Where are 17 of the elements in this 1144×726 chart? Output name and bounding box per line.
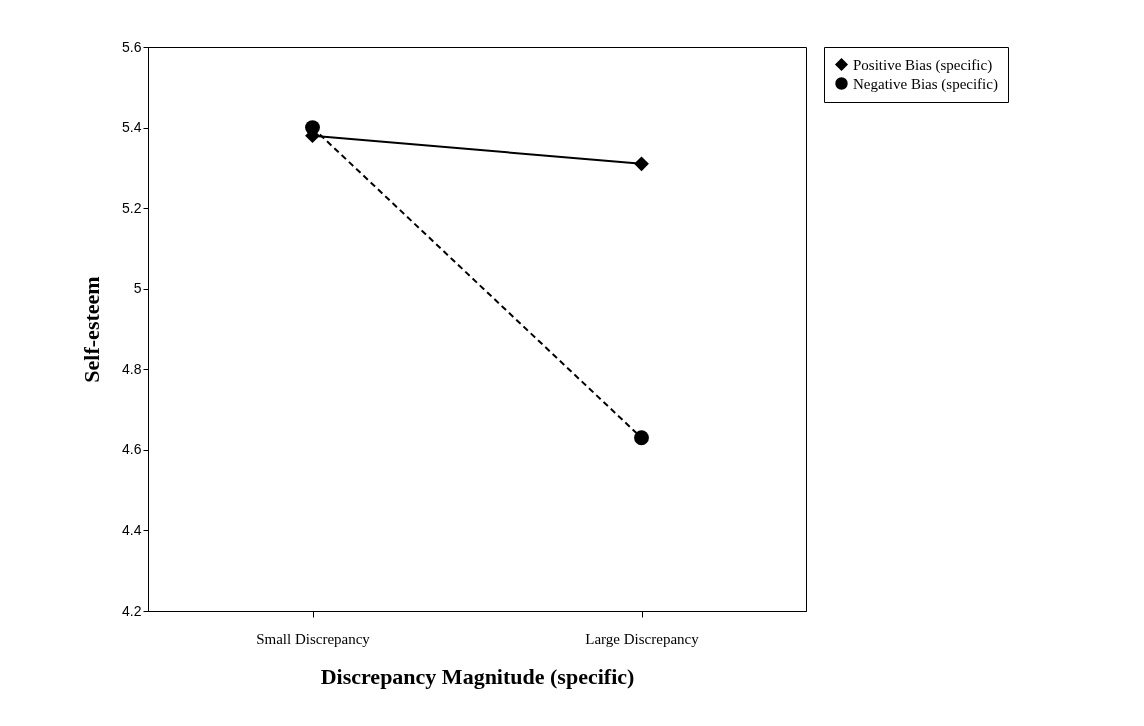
- point: [634, 430, 649, 446]
- legend-label: Negative Bias (specific): [853, 75, 998, 93]
- x-axis-title: Discrepancy Magnitude (specific): [320, 663, 635, 689]
- y-tick-label: 4.8: [122, 360, 142, 377]
- y-tick-label: 5.2: [122, 199, 142, 216]
- legend-label: Positive Bias (specific): [853, 56, 993, 74]
- y-tick-label: 5: [133, 280, 142, 297]
- y-tick-label: 5.6: [122, 38, 142, 55]
- point: [634, 156, 649, 172]
- y-axis-title: Self-esteem: [79, 276, 105, 383]
- y-tick-label: 4.2: [122, 602, 142, 619]
- point: [305, 120, 320, 135]
- x-tick-label: Large Discrepancy: [585, 630, 700, 647]
- y-tick-label: 4.6: [122, 441, 142, 458]
- y-tick-label: 4.4: [122, 521, 142, 538]
- x-tick-label: Small Discrepancy: [256, 630, 371, 647]
- y-tick-label: 5.4: [122, 119, 142, 136]
